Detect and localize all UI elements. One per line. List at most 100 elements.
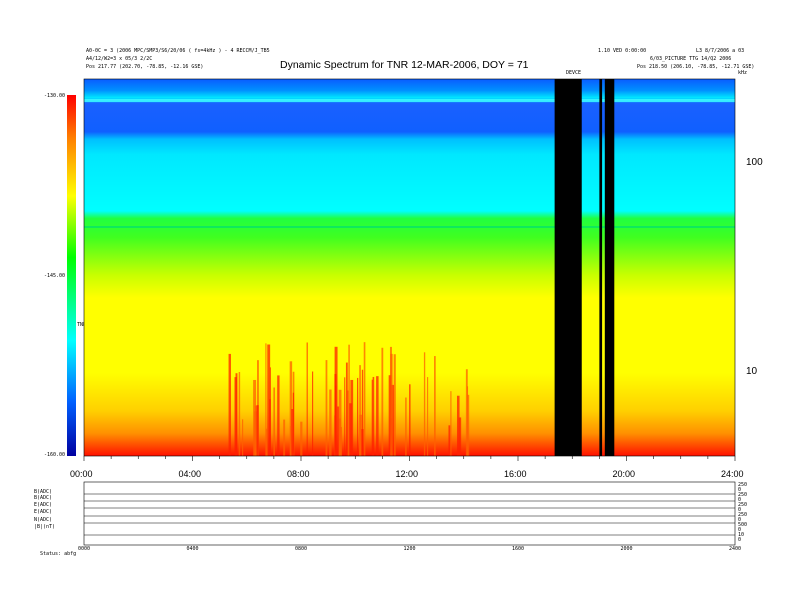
burst-0 [347,390,349,456]
burst-51 [466,386,469,456]
hk-x-tick-6: 2400 [729,546,742,552]
burst-20 [363,342,366,456]
y-tick-10: 10 [746,366,758,377]
burst-46 [388,375,392,456]
hk-x-tick-4: 1600 [512,546,525,552]
burst-15 [465,369,468,456]
chart-title: Dynamic Spectrum for TNR 12-MAR-2006, DO… [280,59,529,71]
hk-right-7: 0 [738,517,742,523]
hk-x-tick-3: 1200 [403,546,416,552]
status-footer: Status: abfg [40,551,77,557]
hk-right-10: 10 [738,532,745,538]
burst-56 [345,362,348,456]
burst-10 [312,371,314,456]
housekeeping-frame [83,481,736,546]
data-gap-1 [599,79,603,456]
hk-right-4: 250 [738,502,748,508]
burst-62 [409,384,411,456]
header-left-position: Pos 217.77 (202.70, -78.85, -12.16 GSE) [86,64,204,70]
hk-x-tick-1: 0400 [186,546,199,552]
burst-45 [334,346,338,456]
hk-right-0: 250 [738,482,748,488]
x-tick-1: 04:00 [178,469,202,479]
burst-69 [467,394,470,456]
burst-9 [361,369,364,456]
burst-11 [283,419,286,456]
hk-x-tick-5: 2000 [620,546,633,552]
data-gap-2 [604,79,615,456]
header-left-line1: A0-0C = 3 (2006 MPC/SMP3/S6/20/06 ( fs=4… [86,48,270,54]
burst-37 [242,419,244,456]
colorbar [67,95,76,456]
burst-48 [235,373,238,456]
x-tick-4: 16:00 [504,469,527,479]
y-unit-label: kHz [738,70,748,76]
hk-right-1: 0 [738,487,742,493]
burst-64 [426,377,429,456]
burst-7 [329,389,332,456]
burst-68 [292,392,295,456]
burst-23 [371,379,373,456]
burst-32 [423,352,426,456]
burst-50 [273,387,275,456]
burst-28 [265,343,267,456]
burst-65 [256,405,259,456]
data-gap-label: DEVCE [566,70,582,76]
hk-right-2: 250 [738,492,748,498]
burst-58 [338,389,342,456]
hk-label-3: E(ADC) [34,509,53,515]
hk-x-tick-0: 0000 [78,546,91,552]
colorbar-tick-top: -130.00 [44,93,66,99]
burst-36 [405,397,407,456]
burst-67 [456,395,460,456]
burst-2 [372,376,375,456]
burst-47 [350,379,354,456]
colorbar-label: TNR [77,322,87,328]
x-tick-5: 20:00 [612,469,636,479]
burst-53 [300,421,303,456]
burst-21 [277,375,280,456]
burst-52 [269,399,271,456]
burst-22 [290,426,292,456]
hk-right-8: 500 [738,522,748,528]
burst-40 [356,377,359,456]
hk-right-9: 0 [738,527,742,533]
burst-8 [265,428,268,456]
hk-right-3: 0 [738,497,742,503]
hk-label-0: B(ADC) [34,489,53,495]
burst-5 [267,344,271,456]
burst-63 [448,425,451,456]
hk-label-2: E(ADC) [34,502,53,508]
burst-61 [359,365,361,456]
burst-55 [450,391,452,456]
burst-59 [325,360,328,456]
y-tick-100: 100 [746,157,763,168]
burst-33 [381,347,384,456]
header-right-line1b: L3 8/7/2006 a 03 [696,48,745,54]
hk-right-6: 250 [738,512,748,518]
colorbar-tick-bottom: -160.00 [44,452,66,458]
header-right-position: Pos 218.50 (206.10, -78.85, -12.71 GSE) [637,64,755,70]
header-right-line1: 1.10 VED 0:00:00 [598,48,647,54]
band-line [84,99,735,102]
burst-31 [238,372,241,456]
burst-18 [291,408,294,456]
burst-57 [306,342,308,456]
data-gap-0 [554,79,582,456]
x-tick-2: 08:00 [287,469,310,479]
x-tick-6: 24:00 [721,469,744,479]
burst-12 [376,376,379,456]
spectrogram-frame [83,78,736,457]
hk-right-11: 0 [738,537,742,543]
burst-26 [228,353,231,456]
band-boundary [84,226,735,228]
burst-44 [361,429,364,456]
burst-30 [348,344,350,456]
hk-label-5: |B|(nT) [34,524,56,530]
burst-19 [458,417,462,456]
burst-54 [434,356,436,456]
hk-right-5: 0 [738,507,742,513]
hk-label-1: B(ADC) [34,495,53,501]
